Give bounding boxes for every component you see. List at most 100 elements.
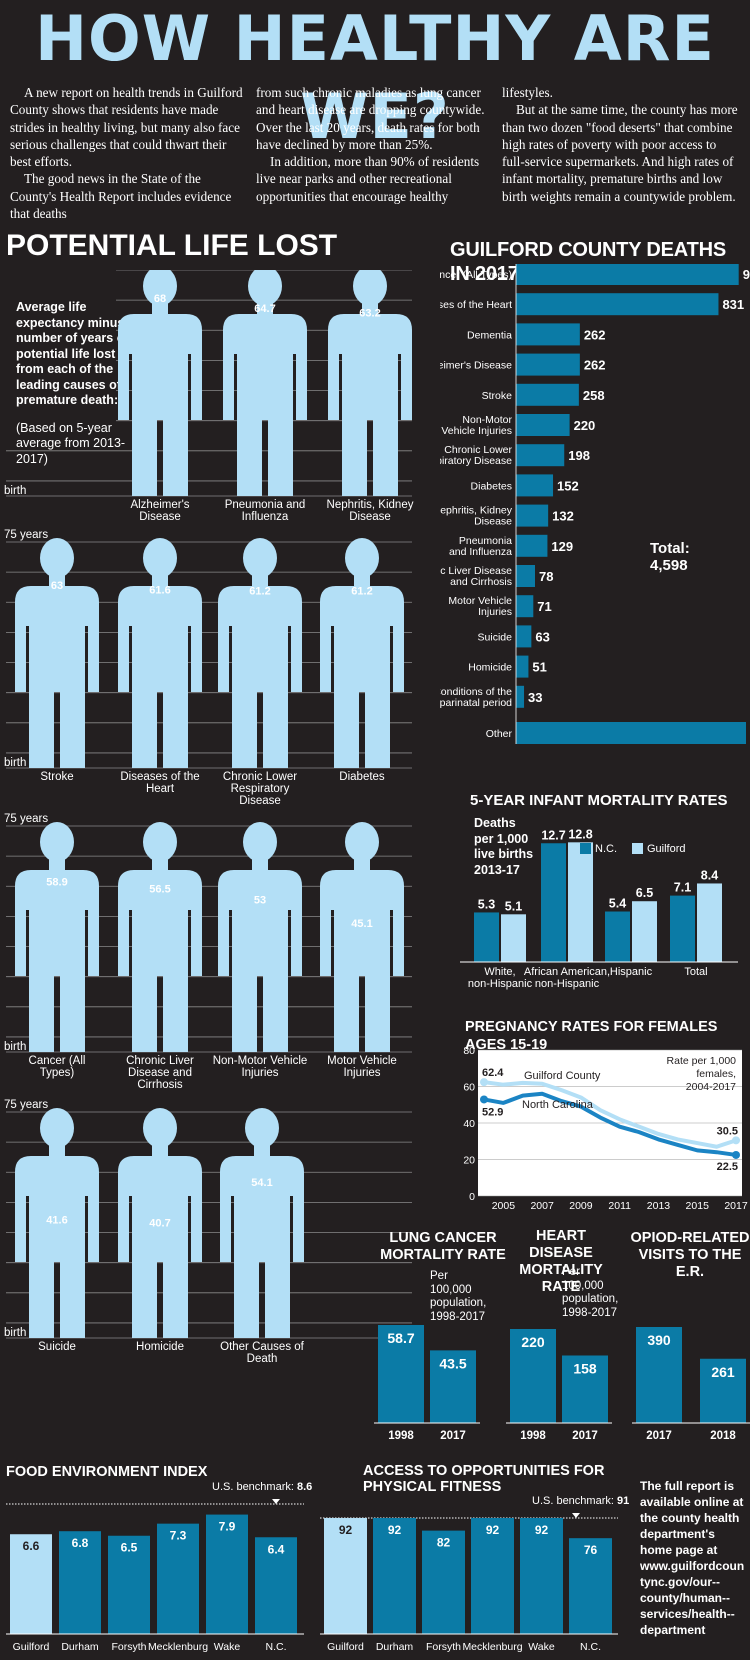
fitness-value-label: 76 bbox=[584, 1543, 598, 1557]
fitness-bar bbox=[324, 1518, 367, 1634]
pll-top-label: 75 years bbox=[4, 813, 48, 825]
pregnancy-series-label: North Carolina bbox=[522, 1099, 594, 1111]
infant-value-label: 12.7 bbox=[541, 828, 565, 842]
deaths-bar bbox=[516, 323, 580, 346]
pregnancy-series-line bbox=[483, 1091, 737, 1157]
deaths-category-label: Pneumonia and Influenza bbox=[449, 535, 512, 558]
pregnancy-end-label: 30.5 bbox=[717, 1125, 738, 1137]
pll-figure-shape bbox=[218, 538, 302, 768]
food-index-chart: 6.6 Guilford 6.8 Durham 6.5 Forsyth 7.3 Mecklen… bbox=[6, 1499, 304, 1653]
deaths-category-label: Alzheimer's Disease bbox=[440, 360, 512, 372]
heart-disease-note: Per 100,000 population, 1998-2017 bbox=[562, 1266, 619, 1319]
fitness-benchmark-arrow bbox=[572, 1513, 580, 1518]
pregnancy-ytick-label: 40 bbox=[463, 1118, 475, 1130]
report-note: The full report is available online at t… bbox=[640, 1479, 745, 1637]
food-bar bbox=[255, 1537, 297, 1634]
deaths-bar bbox=[516, 595, 534, 618]
pll-figure-shape bbox=[328, 270, 412, 496]
pll-figure: 63.2 bbox=[328, 270, 412, 496]
fitness-value-label: 92 bbox=[388, 1523, 402, 1537]
pll-value-label: 61.2 bbox=[351, 586, 372, 598]
mortality-rate-charts: 58.7 1998 43.5 2017 220 1998 158 2017 390 2017 261… bbox=[374, 1325, 750, 1442]
pll-category-label: Homicide bbox=[136, 1341, 184, 1353]
pregnancy-xtick-label: 2005 bbox=[492, 1200, 516, 1212]
pll-figure: 54.1 bbox=[220, 1108, 304, 1338]
pregnancy-ytick-label: 60 bbox=[463, 1082, 475, 1094]
pregnancy-ytick-label: 80 bbox=[463, 1045, 475, 1057]
deaths-value-label: 129 bbox=[551, 539, 573, 554]
pll-figure: 64.7 bbox=[223, 270, 307, 496]
pll-value-label: 54.1 bbox=[251, 1177, 272, 1189]
deaths-bar bbox=[516, 353, 580, 376]
pll-category-label: Diseases of the Heart bbox=[120, 771, 199, 795]
pll-bottom-label: birth bbox=[4, 1327, 26, 1339]
deaths-value-label: 258 bbox=[583, 388, 605, 403]
infant-category-label: Hispanic bbox=[610, 966, 653, 978]
heart-disease-value-label: 220 bbox=[521, 1334, 545, 1350]
fitness-bar bbox=[471, 1518, 514, 1634]
deaths-value-label: 198 bbox=[568, 448, 590, 463]
deaths-total: Total: 4,598 bbox=[650, 540, 690, 574]
pregnancy-xtick-label: 2007 bbox=[530, 1200, 554, 1212]
deaths-category-label: Homicide bbox=[468, 662, 512, 674]
pll-category-label: Pneumonia and Influenza bbox=[225, 499, 306, 523]
infant-legend-label: Guilford bbox=[647, 843, 686, 855]
food-value-label: 7.3 bbox=[170, 1529, 187, 1543]
deaths-bar bbox=[516, 414, 570, 436]
deaths-bar bbox=[516, 565, 536, 587]
deaths-bar bbox=[516, 264, 739, 285]
pregnancy-xtick-label: 2017 bbox=[724, 1200, 748, 1212]
pregnancy-point bbox=[732, 1150, 740, 1159]
infant-legend-swatch bbox=[632, 843, 643, 854]
infant-category-label: Total bbox=[684, 966, 707, 978]
deaths-category-label: Dementia bbox=[467, 329, 512, 341]
infant-value-label: 5.3 bbox=[478, 897, 495, 911]
lung-cancer-category-label: 2017 bbox=[440, 1430, 466, 1442]
pll-figure: 56.5 bbox=[118, 822, 202, 1052]
fitness-value-label: 92 bbox=[339, 1523, 353, 1537]
pll-category-label: Nephritis, Kidney Disease bbox=[327, 499, 414, 523]
pll-figure-shape bbox=[320, 538, 404, 768]
food-value-label: 7.9 bbox=[219, 1520, 236, 1534]
pll-value-label: 61.2 bbox=[249, 586, 270, 598]
heart-disease-category-label: 1998 bbox=[520, 1430, 546, 1442]
food-bar bbox=[157, 1523, 199, 1634]
infant-value-label: 12.8 bbox=[568, 827, 592, 841]
opioid-value-label: 261 bbox=[711, 1364, 735, 1380]
infant-bar bbox=[605, 911, 630, 962]
pll-description: Average life expectancy minus number of … bbox=[16, 300, 134, 467]
potential-life-lost-title: POTENTIAL LIFE LOST bbox=[6, 229, 338, 262]
deaths-value-label: 262 bbox=[584, 358, 606, 373]
pll-bottom-label: birth bbox=[4, 757, 26, 769]
deaths-category-label: Conditions of the parinatal period bbox=[440, 686, 512, 709]
deaths-value-label: 152 bbox=[557, 478, 579, 493]
infant-bar bbox=[501, 914, 526, 962]
lung-cancer-value-label: 43.5 bbox=[439, 1355, 466, 1371]
pll-figure: 63 bbox=[15, 538, 99, 768]
infant-mortality-subtitle: Deaths per 1,000 live births 2013-17 bbox=[474, 816, 534, 877]
heart-disease-bar bbox=[562, 1355, 608, 1423]
pregnancy-start-label: 52.9 bbox=[482, 1106, 503, 1118]
pll-value-label: 56.5 bbox=[149, 884, 170, 896]
pll-category-label: Motor Vehicle Injuries bbox=[327, 1055, 397, 1079]
intro-paragraph: lifestyles. bbox=[502, 85, 553, 100]
pll-value-label: 68 bbox=[154, 293, 166, 305]
food-value-label: 6.6 bbox=[23, 1539, 40, 1553]
fitness-bar bbox=[520, 1518, 563, 1634]
pll-value-label: 40.7 bbox=[149, 1217, 170, 1229]
deaths-bar bbox=[516, 383, 579, 406]
pregnancy-point bbox=[480, 1095, 488, 1104]
intro-column-3: lifestyles. But at the same time, the co… bbox=[502, 84, 742, 205]
pll-figure-shape bbox=[223, 270, 307, 496]
deaths-value-label: 914 bbox=[743, 267, 750, 282]
food-benchmark-arrow bbox=[272, 1499, 280, 1504]
heart-disease-category-label: 2017 bbox=[572, 1430, 598, 1442]
intro-paragraph: A new report on health trends in Guilfor… bbox=[10, 85, 243, 170]
pll-figure-shape bbox=[118, 822, 202, 1052]
intro-paragraph: In addition, more than 90% of residents … bbox=[256, 154, 480, 204]
pll-figure-shape bbox=[118, 270, 202, 496]
infant-bar bbox=[541, 843, 566, 962]
infant-value-label: 6.5 bbox=[636, 886, 653, 900]
fitness-category-label: Guilford bbox=[327, 1641, 364, 1653]
